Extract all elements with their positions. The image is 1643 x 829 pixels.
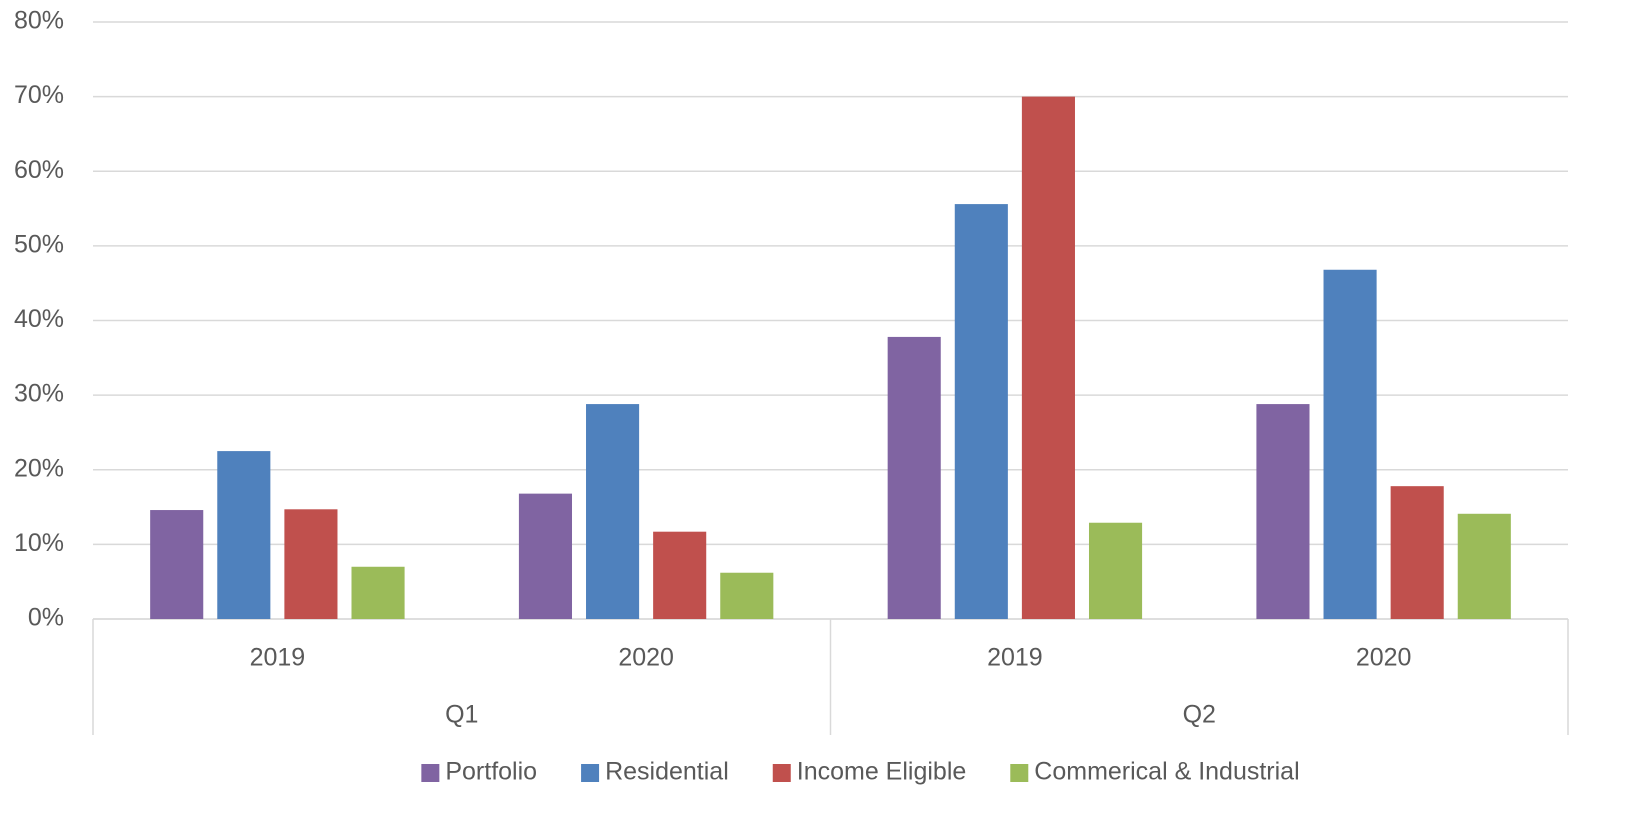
- y-tick-label: 20%: [14, 454, 64, 482]
- legend-swatch: [772, 764, 791, 782]
- bar: [586, 404, 640, 619]
- legend-label: Residential: [605, 758, 729, 786]
- x-tick-label: 2020: [1356, 644, 1412, 672]
- bar: [1256, 404, 1310, 619]
- bar: [720, 572, 774, 619]
- legend-swatch: [421, 764, 440, 782]
- x-group-label: Q1: [445, 701, 478, 729]
- y-tick-label: 10%: [14, 529, 64, 557]
- bar: [1457, 513, 1511, 619]
- x-group-label: Q2: [1183, 701, 1216, 729]
- y-tick-label: 30%: [14, 380, 64, 408]
- bar: [217, 451, 271, 619]
- bar: [887, 336, 941, 619]
- legend-label: Income Eligible: [797, 758, 967, 786]
- y-tick-label: 70%: [14, 81, 64, 109]
- bar: [954, 204, 1008, 619]
- bar: [1088, 522, 1143, 619]
- y-tick-label: 40%: [14, 305, 64, 333]
- x-tick-label: 2019: [250, 644, 306, 672]
- legend-swatch: [1010, 764, 1029, 782]
- bar: [518, 493, 573, 619]
- bar: [1390, 486, 1444, 619]
- bar: [351, 566, 405, 619]
- legend-swatch: [581, 764, 600, 782]
- legend-label: Portfolio: [445, 758, 537, 786]
- bar: [1323, 269, 1377, 619]
- y-tick-label: 0%: [28, 604, 64, 632]
- legend-label: Commerical & Industrial: [1034, 758, 1299, 786]
- bar: [150, 510, 204, 619]
- y-tick-label: 80%: [14, 7, 64, 35]
- bar: [1021, 96, 1075, 619]
- y-tick-label: 50%: [14, 230, 64, 258]
- x-tick-label: 2020: [618, 644, 674, 672]
- bar: [653, 531, 707, 619]
- x-tick-label: 2019: [987, 644, 1043, 672]
- y-tick-label: 60%: [14, 156, 64, 184]
- bar: [284, 509, 338, 619]
